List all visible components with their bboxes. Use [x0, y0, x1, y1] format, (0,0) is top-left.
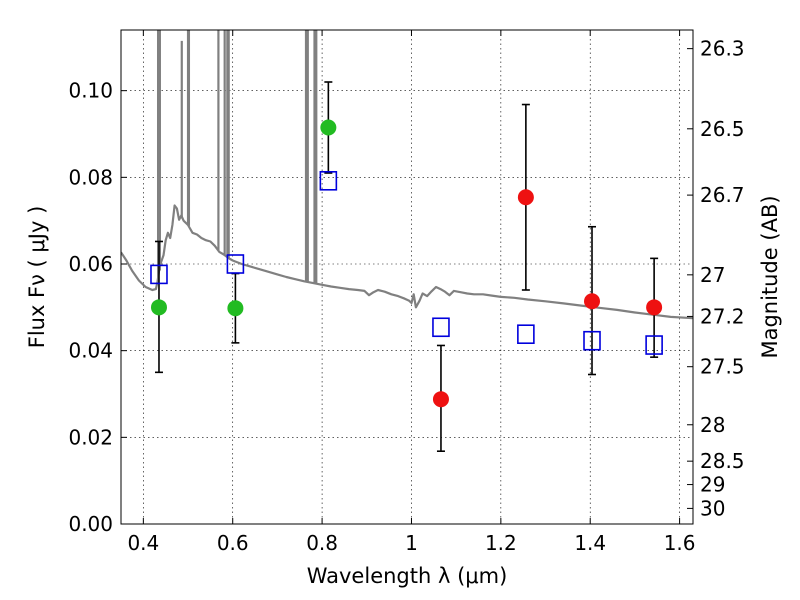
y-tick-label: 0.02 — [68, 425, 113, 449]
marker-layer — [150, 119, 663, 408]
right-tick-label: 26.7 — [700, 183, 745, 207]
y-axis-label: Flux Fν ( μJy ) — [25, 206, 49, 349]
x-tick-label: 0.4 — [127, 531, 159, 555]
right-tick-label: 27.2 — [700, 304, 745, 328]
spectrum-layer — [121, 30, 693, 320]
x-axis-label: Wavelength λ (μm) — [307, 564, 508, 588]
right-tick-label: 27 — [700, 263, 725, 287]
x-tick-label: 0.8 — [306, 531, 338, 555]
x-tick-label: 0.6 — [217, 531, 249, 555]
model-photometry-square — [226, 254, 245, 274]
right-tick-label: 26.5 — [700, 117, 745, 141]
x-tick-label: 1.2 — [485, 531, 517, 555]
model-photometry-square — [517, 324, 535, 345]
observed-flux-point — [320, 119, 337, 136]
model-photometry-square — [645, 335, 663, 355]
right-tick-label: 28 — [700, 413, 725, 437]
model-photometry-square — [583, 330, 601, 351]
model-photometry-square — [150, 264, 168, 285]
right-tick-label: 30 — [700, 496, 725, 520]
y-tick-label: 0.04 — [68, 339, 113, 363]
y-tick-label: 0.10 — [68, 79, 113, 103]
y-tick-label: 0.06 — [68, 252, 113, 276]
right-tick-label: 28.5 — [700, 449, 745, 473]
x-tick-label: 1 — [405, 531, 418, 555]
tick-layer: 0.4 0.6 0.8 1 1.2 1.4 1.6 0.00 0.02 0.04 0.06 0.08 0… — [68, 30, 745, 555]
model-photometry-square — [432, 317, 450, 338]
observed-flux-point — [432, 391, 449, 408]
x-tick-label: 1.6 — [664, 531, 696, 555]
right-tick-label: 27.5 — [700, 355, 745, 379]
model-photometry-square — [319, 171, 338, 191]
observed-flux-point — [646, 299, 663, 316]
right-axis-label: Magnitude (AB) — [758, 195, 782, 358]
x-tick-label: 1.4 — [574, 531, 606, 555]
y-tick-label: 0.08 — [68, 165, 113, 189]
observed-flux-point — [584, 293, 601, 310]
right-tick-label: 29 — [700, 473, 725, 497]
observed-flux-point — [517, 189, 534, 206]
right-tick-label: 26.3 — [700, 37, 745, 61]
plot-frame — [120, 29, 694, 525]
model-spectrum-line — [121, 204, 693, 320]
observed-flux-point — [150, 299, 167, 316]
observed-flux-point — [227, 300, 244, 317]
y-tick-label: 0.00 — [68, 512, 113, 536]
